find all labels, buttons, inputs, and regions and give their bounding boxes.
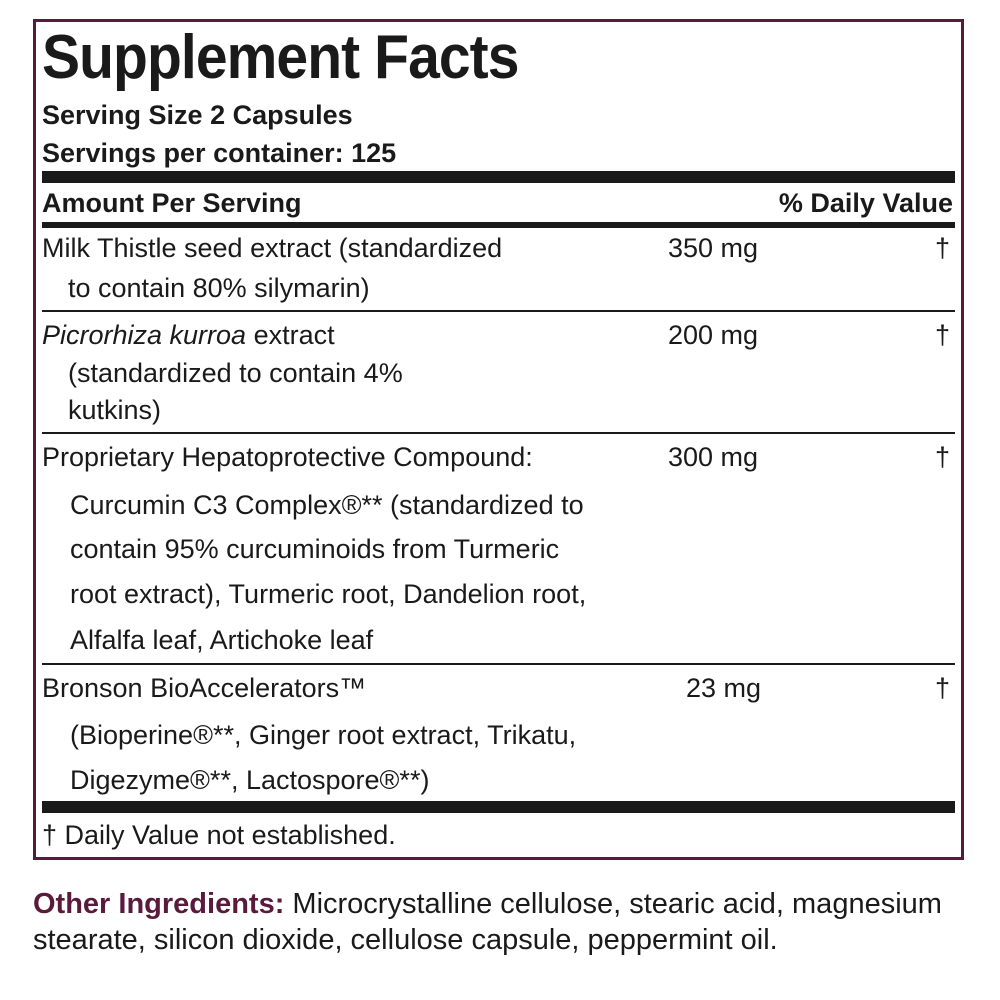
ingredient-name-cont: to contain 80% silymarin)	[68, 273, 370, 303]
dagger-mark: †	[934, 233, 950, 263]
amount-header: Amount Per Serving	[42, 188, 302, 218]
row-divider	[42, 432, 955, 434]
ingredient-name-cont: Digezyme®**, Lactospore®**)	[70, 765, 430, 795]
ingredient-name-cont: contain 95% curcuminoids from Turmeric	[70, 534, 560, 564]
ingredient-name: Proprietary Hepatoprotective Compound:	[42, 442, 533, 472]
other-ingredients: Other Ingredients: Microcrystalline cell…	[33, 886, 953, 958]
ingredient-name-cont: (standardized to contain 4%	[68, 358, 403, 388]
botanical-name: Picrorhiza kurroa	[42, 320, 247, 350]
dagger-mark: †	[934, 673, 950, 703]
ingredient-name: Bronson BioAccelerators™	[42, 673, 367, 703]
ingredient-name-cont: kutkins)	[68, 395, 162, 425]
ingredient-name-cont: root extract), Turmeric root, Dandelion …	[70, 579, 587, 609]
ingredient-name: Picrorhiza kurroa extract	[42, 319, 335, 351]
thick-divider	[42, 171, 955, 183]
other-ingredients-text: Microcrystalline cellulose, stearic acid…	[33, 888, 942, 956]
ingredient-name: Milk Thistle seed extract (standardized	[42, 233, 503, 263]
ingredient-name-cont: Alfalfa leaf, Artichoke leaf	[70, 625, 374, 655]
row-divider	[42, 663, 955, 665]
panel-title: Supplement Facts	[42, 23, 519, 92]
footnote: † Daily Value not established.	[42, 820, 396, 850]
dv-header: % Daily Value	[778, 188, 953, 218]
row-divider	[42, 310, 955, 312]
medium-divider	[42, 222, 955, 228]
dagger-mark: †	[934, 320, 950, 350]
ingredient-name-cont: (Bioperine®**, Ginger root extract, Trik…	[70, 720, 577, 750]
ingredient-amount: 23 mg	[686, 673, 762, 703]
ingredient-amount: 300 mg	[668, 442, 759, 472]
ingredient-amount: 200 mg	[668, 320, 759, 350]
dagger-mark: †	[934, 442, 950, 472]
name-suffix: extract	[246, 320, 335, 350]
serving-size: Serving Size 2 Capsules	[42, 100, 353, 130]
ingredient-amount: 350 mg	[668, 233, 759, 263]
thick-divider	[42, 801, 955, 813]
servings-per-container: Servings per container: 125	[42, 138, 397, 168]
ingredient-name-cont: Curcumin C3 Complex®** (standardized to	[70, 490, 584, 520]
supplement-facts-panel	[33, 19, 964, 860]
other-ingredients-label: Other Ingredients:	[33, 888, 285, 920]
